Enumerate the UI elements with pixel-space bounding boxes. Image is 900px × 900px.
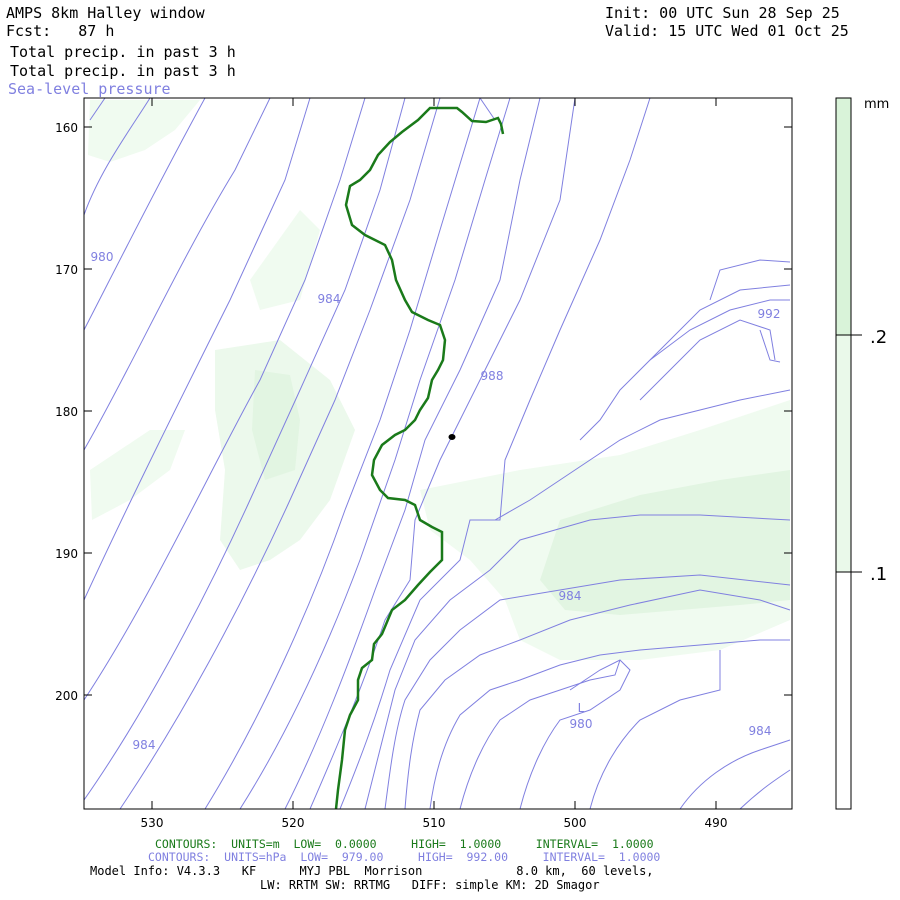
colorbar-label: .1	[870, 564, 887, 585]
x-tick-label: 520	[282, 816, 305, 830]
contour-label: 988	[481, 369, 504, 383]
model-info-2: LW: RRTM SW: RRTMG DIFF: simple KM: 2D S…	[260, 878, 600, 892]
field-label-1: Total precip. in past 3 h	[10, 43, 236, 61]
contour-label: 984	[133, 738, 156, 752]
x-tick-label: 490	[705, 816, 728, 830]
contour-label: 980	[570, 717, 593, 731]
y-tick-label: 160	[55, 121, 78, 135]
forecast-hour: Fcst: 87 h	[6, 22, 115, 40]
x-tick-label: 510	[423, 816, 446, 830]
isobars	[84, 98, 791, 809]
field-label-slp: Sea-level pressure	[8, 80, 171, 98]
contour-label: 980	[91, 250, 114, 264]
station-marker	[448, 434, 456, 440]
x-tick-label: 530	[141, 816, 164, 830]
precip-shading	[88, 100, 790, 660]
model-info: Model Info: V4.3.3 KF MYJ PBL Morrison 8…	[90, 864, 654, 878]
valid-time: Valid: 15 UTC Wed 01 Oct 25	[605, 22, 849, 40]
contour-info-m: CONTOURS: UNITS=m LOW= 0.0000 HIGH= 1.00…	[155, 837, 654, 851]
map-frame	[83, 97, 793, 810]
y-axis	[84, 126, 792, 696]
colorbar-label: .2	[870, 327, 887, 348]
colorbar-unit: mm	[864, 97, 889, 112]
field-label-2: Total precip. in past 3 h	[10, 62, 236, 80]
contour-info-hpa: CONTOURS: UNITS=hPa LOW= 979.00 HIGH= 99…	[148, 850, 661, 864]
x-tick-label: 500	[564, 816, 587, 830]
y-tick-label: 170	[55, 263, 78, 277]
low-pressure-marker: L	[578, 701, 585, 715]
color-bar	[835, 97, 862, 810]
x-axis	[151, 98, 717, 809]
init-time: Init: 00 UTC Sun 28 Sep 25	[605, 4, 840, 22]
y-tick-label: 200	[55, 689, 78, 703]
coastline	[334, 106, 505, 809]
contour-label: 992	[758, 307, 781, 321]
contour-label: 984	[318, 292, 341, 306]
contour-label: 984	[559, 589, 582, 603]
contour-label: 984	[749, 724, 772, 738]
map-title: AMPS 8km Halley window	[6, 4, 205, 22]
y-tick-label: 190	[55, 547, 78, 561]
y-tick-label: 180	[55, 405, 78, 419]
